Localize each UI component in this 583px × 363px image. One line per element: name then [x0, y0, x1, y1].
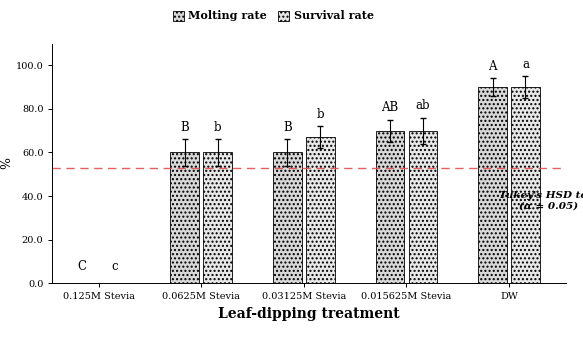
Text: B: B: [283, 121, 292, 134]
Bar: [170, 152, 199, 283]
Text: b: b: [317, 108, 324, 121]
Bar: [273, 152, 302, 283]
Text: C: C: [78, 260, 87, 273]
Y-axis label: %: %: [0, 157, 13, 170]
Bar: [203, 152, 232, 283]
Text: c: c: [112, 260, 118, 273]
Text: Tukey's HSD test
(α = 0.05): Tukey's HSD test (α = 0.05): [498, 191, 583, 210]
X-axis label: Leaf-dipping treatment: Leaf-dipping treatment: [218, 307, 400, 321]
Text: ab: ab: [416, 99, 430, 112]
Text: A: A: [489, 60, 497, 73]
Bar: [409, 131, 437, 283]
Bar: [306, 137, 335, 283]
Text: AB: AB: [381, 101, 399, 114]
Bar: [478, 87, 507, 283]
Bar: [375, 131, 405, 283]
Legend: Molting rate, Survival rate: Molting rate, Survival rate: [168, 6, 378, 26]
Bar: [511, 87, 540, 283]
Text: a: a: [522, 58, 529, 71]
Text: b: b: [214, 121, 222, 134]
Text: B: B: [181, 121, 189, 134]
